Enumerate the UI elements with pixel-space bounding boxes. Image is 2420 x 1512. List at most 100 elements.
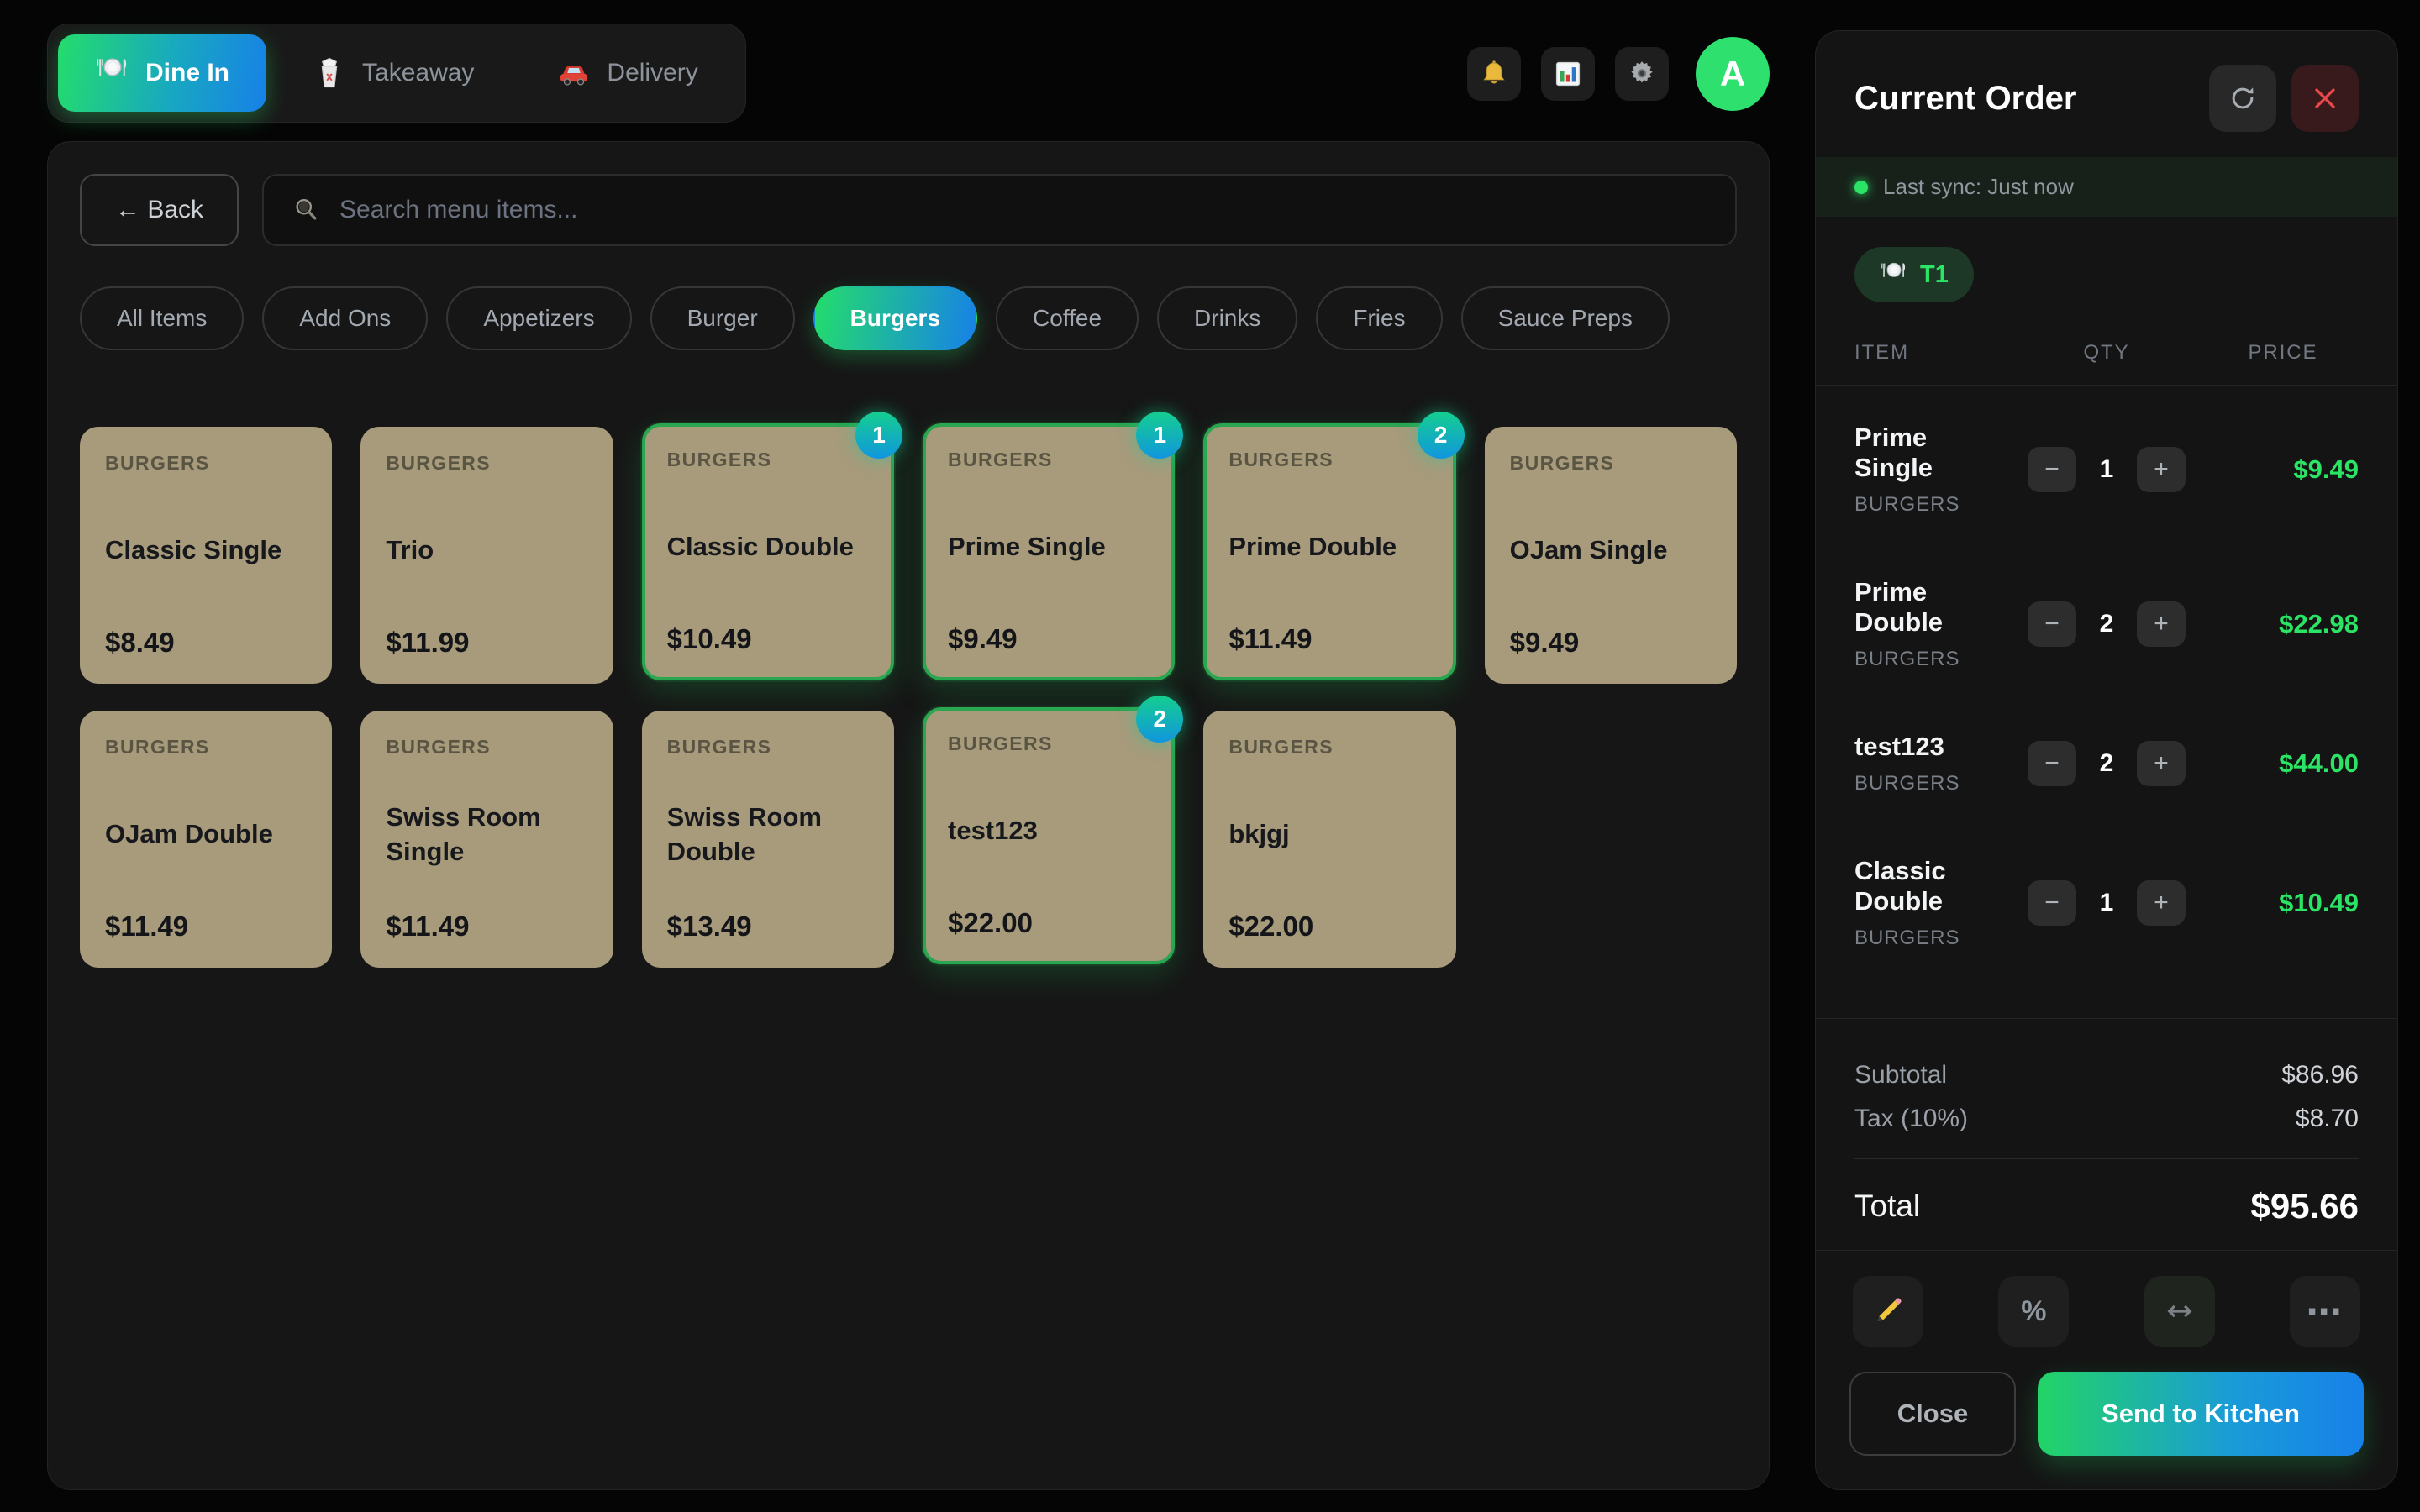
menu-item-card[interactable]: BURGERS OJam Double $11.49 xyxy=(80,711,333,968)
decrease-quantity-button[interactable]: − xyxy=(2028,741,2076,786)
menu-item-card[interactable]: BURGERS OJam Single $9.49 xyxy=(1484,427,1737,684)
order-item-qty: 1 xyxy=(2099,889,2114,916)
order-columns-header: ITEM QTY PRICE xyxy=(1816,302,2397,386)
tax-row: Tax (10%) $8.70 xyxy=(1854,1105,2359,1133)
refresh-order-button[interactable] xyxy=(2209,65,2276,132)
category-chip[interactable]: All Items xyxy=(80,286,245,350)
card-price: $11.49 xyxy=(105,910,189,942)
pencil-icon xyxy=(1870,1294,1906,1329)
send-to-kitchen-button[interactable]: Send to Kitchen xyxy=(2038,1372,2364,1456)
category-chip[interactable]: Sauce Preps xyxy=(1460,286,1670,350)
category-chip[interactable]: Add Ons xyxy=(262,286,429,350)
increase-quantity-button[interactable]: + xyxy=(2137,447,2186,492)
decrease-quantity-button[interactable]: − xyxy=(2028,880,2076,926)
column-price: PRICE xyxy=(2248,341,2318,364)
sync-status-dot xyxy=(1854,180,1868,194)
order-item-name: Prime Single xyxy=(1854,423,1933,482)
card-category-label: BURGERS xyxy=(386,736,491,758)
topbar-action-button[interactable] xyxy=(1541,47,1595,101)
close-order-button[interactable] xyxy=(2291,65,2359,132)
quantity-stepper: − 1 + xyxy=(2006,447,2207,492)
menu-item-card[interactable]: 2 BURGERS Prime Double $11.49 xyxy=(1203,412,1465,680)
left-right-arrow-icon xyxy=(2162,1294,2197,1329)
quantity-badge: 2 xyxy=(1136,696,1184,743)
decrease-quantity-button[interactable]: − xyxy=(2028,447,2076,492)
tab-label: Takeaway xyxy=(362,59,475,87)
menu-item-card[interactable]: BURGERS Swiss Room Double $13.49 xyxy=(641,711,894,968)
category-chips: All Items Add Ons Appetizers Burger Burg… xyxy=(80,286,1737,386)
order-footer: Close Send to Kitchen xyxy=(1816,1347,2397,1489)
search-input[interactable] xyxy=(338,195,1708,225)
order-item-name: test123 xyxy=(1854,732,1944,761)
increase-quantity-button[interactable]: + xyxy=(2137,880,2186,926)
order-type-tab[interactable]: Dine In xyxy=(58,34,267,112)
order-item-qty: 1 xyxy=(2099,455,2114,483)
order-type-tab[interactable]: Takeaway xyxy=(275,34,511,112)
card-category-label: BURGERS xyxy=(666,736,772,758)
category-chip[interactable]: Burgers xyxy=(813,286,978,350)
card-category-label: BURGERS xyxy=(666,449,772,470)
order-type-tab[interactable]: Delivery xyxy=(519,34,734,112)
menu-item-card[interactable]: BURGERS Swiss Room Single $11.49 xyxy=(360,711,613,968)
edit-order-button[interactable] xyxy=(1853,1276,1923,1347)
discount-button[interactable]: % xyxy=(1998,1276,2070,1347)
avatar[interactable]: A xyxy=(1696,37,1770,111)
menu-panel: ← Back All Items Add Ons Appetizers Burg… xyxy=(47,141,1770,1490)
increase-quantity-button[interactable]: + xyxy=(2137,741,2186,786)
menu-item-card[interactable]: BURGERS Classic Single $8.49 xyxy=(80,427,333,684)
refresh-icon xyxy=(2226,81,2260,115)
order-item-category: BURGERS xyxy=(1854,648,1960,670)
order-type-tabs: Dine In Takeaway Delivery xyxy=(47,24,746,123)
quantity-badge: 1 xyxy=(1136,412,1184,459)
category-chip[interactable]: Fries xyxy=(1316,286,1443,350)
card-price: $11.49 xyxy=(386,911,470,942)
top-bar: Dine In Takeaway Delivery xyxy=(47,24,1770,123)
total-label: Total xyxy=(1854,1189,1921,1223)
order-totals: Subtotal $86.96 Tax (10%) $8.70 Total $9… xyxy=(1816,1018,2397,1250)
table-number: T1 xyxy=(1920,260,1949,288)
table-badge-area: T1 xyxy=(1816,217,2397,302)
table-badge: T1 xyxy=(1854,247,1974,302)
quantity-stepper: − 1 + xyxy=(2006,880,2207,926)
card-category-label: BURGERS xyxy=(948,449,1053,470)
order-header-actions xyxy=(2209,65,2359,132)
menu-item-card[interactable]: 1 BURGERS Prime Single $9.49 xyxy=(923,412,1184,680)
card-price: $9.49 xyxy=(1509,626,1580,658)
order-item-info: test123 BURGERS xyxy=(1854,732,2006,795)
menu-item-card[interactable]: BURGERS Trio $11.99 xyxy=(360,427,613,684)
current-order-panel: Current Order Last sync: Just now T1 ITE… xyxy=(1815,30,2398,1490)
topbar-action-button[interactable] xyxy=(1467,47,1521,101)
card-name: Swiss Room Double xyxy=(666,802,822,866)
main-column: Dine In Takeaway Delivery xyxy=(47,24,1770,1490)
card-category-label: BURGERS xyxy=(386,452,491,474)
split-order-button[interactable] xyxy=(2144,1276,2215,1347)
quantity-badge: 2 xyxy=(1417,412,1465,459)
category-chip[interactable]: Coffee xyxy=(996,286,1139,350)
card-name: Prime Double xyxy=(1228,532,1397,562)
card-category-label: BURGERS xyxy=(1228,449,1334,470)
card-name: OJam Single xyxy=(1509,535,1668,565)
menu-item-card[interactable]: 1 BURGERS Classic Double $10.49 xyxy=(641,412,902,680)
order-item-category: BURGERS xyxy=(1854,772,1960,795)
decrease-quantity-button[interactable]: − xyxy=(2028,601,2076,647)
chart-icon xyxy=(1552,58,1584,90)
card-category-label: BURGERS xyxy=(948,732,1053,754)
order-item-category: BURGERS xyxy=(1854,927,1960,949)
close-button[interactable]: Close xyxy=(1849,1372,2016,1456)
order-item-row: Prime Double BURGERS − 2 + $22.98 xyxy=(1854,547,2359,701)
menu-item-card[interactable]: BURGERS bkjgj $22.00 xyxy=(1203,711,1456,968)
category-chip[interactable]: Appetizers xyxy=(446,286,632,350)
category-chip[interactable]: Burger xyxy=(650,286,795,350)
increase-quantity-button[interactable]: + xyxy=(2137,601,2186,647)
search-bar xyxy=(262,174,1737,246)
topbar-action-button[interactable] xyxy=(1615,47,1669,101)
sync-status-text: Last sync: Just now xyxy=(1883,174,2074,199)
back-button[interactable]: ← Back xyxy=(80,174,239,246)
tax-label: Tax (10%) xyxy=(1854,1105,1969,1132)
card-price: $10.49 xyxy=(666,622,752,654)
category-chip[interactable]: Drinks xyxy=(1157,286,1298,350)
order-item-row: Prime Single BURGERS − 1 + $9.49 xyxy=(1854,392,2359,547)
more-options-button[interactable]: ⋯ xyxy=(2289,1276,2360,1347)
menu-item-card[interactable]: 2 BURGERS test123 $22.00 xyxy=(923,696,1184,964)
order-item-price: $10.49 xyxy=(2279,888,2359,917)
